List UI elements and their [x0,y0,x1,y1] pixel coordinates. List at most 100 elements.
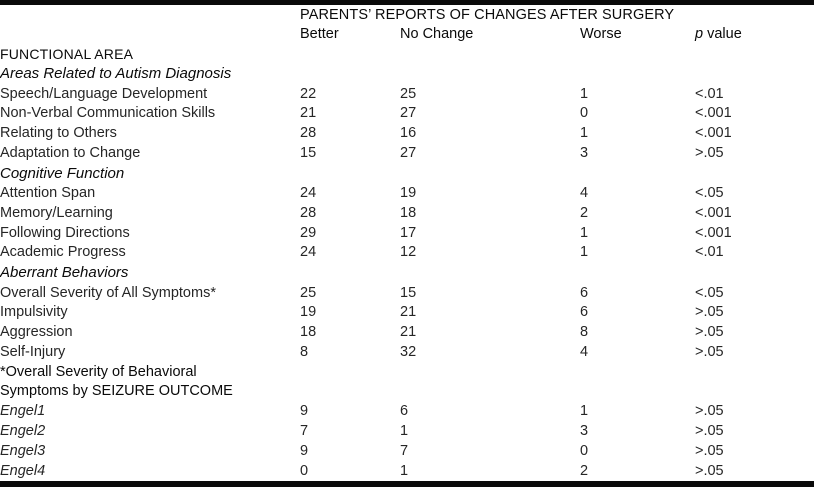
no-change-value: 27 [400,144,417,161]
no-change-value: 17 [400,224,417,241]
no-change-value: 21 [400,324,417,341]
better-value: 28 [300,125,317,142]
no-change-value: 6 [400,403,409,420]
row-label: Relating to Others [0,125,117,142]
data-table: PARENTS’ REPORTS OF CHANGES AFTER SURGER… [0,5,814,481]
p-value: >.05 [695,304,724,321]
table-row: Following Directions 29 17 1 <.001 [0,223,814,243]
table-row: Engel3 9 7 0 >.05 [0,441,814,461]
p-value: <.01 [695,244,724,261]
p-value: <.001 [695,224,732,241]
better-value: 9 [300,403,309,420]
better-value: 24 [300,185,317,202]
better-value: 15 [300,144,317,161]
table-row: Aberrant Behaviors [0,263,814,283]
section-label-functional-area: FUNCTIONAL AREA [0,46,134,63]
worse-value: 4 [580,185,589,202]
row-label: Aggression [0,324,73,341]
table-row: Speech/Language Development 22 25 1 <.01 [0,84,814,104]
table-row: FUNCTIONAL AREA [0,45,814,64]
better-value: 24 [300,244,317,261]
table-row: Engel2 7 1 3 >.05 [0,421,814,441]
no-change-value: 12 [400,244,417,261]
table-row: Symptoms by SEIZURE OUTCOME [0,382,814,402]
table-row: Non-Verbal Communication Skills 21 27 0 … [0,104,814,124]
p-value: <.01 [695,85,724,102]
no-change-value: 1 [400,423,409,439]
column-header-worse: Worse [580,26,622,43]
better-value: 28 [300,204,317,221]
section-label-autism-diagnosis: Areas Related to Autism Diagnosis [0,65,232,83]
table-row: Aggression 18 21 8 >.05 [0,323,814,343]
worse-value: 4 [580,343,589,360]
p-value: >.05 [695,423,724,439]
no-change-value: 15 [400,284,417,301]
row-label: Attention Span [0,185,96,202]
p-value: >.05 [695,144,724,161]
worse-value: 1 [580,85,589,102]
no-change-value: 19 [400,185,417,202]
p-value: >.05 [695,442,724,459]
table-title: PARENTS’ REPORTS OF CHANGES AFTER SURGER… [300,6,675,23]
better-value: 25 [300,284,317,301]
row-label: Adaptation to Change [0,144,141,161]
worse-value: 1 [580,244,589,261]
column-header-p-value: p value [695,25,814,45]
table-row: Relating to Others 28 16 1 <.001 [0,124,814,144]
row-label: Engel2 [0,423,46,439]
p-value: <.05 [695,284,724,301]
worse-value: 0 [580,105,589,122]
table-row: Self-Injury 8 32 4 >.05 [0,342,814,362]
worse-value: 6 [580,304,589,321]
no-change-value: 32 [400,343,417,360]
table-row: Impulsivity 19 21 6 >.05 [0,303,814,323]
better-value: 21 [300,105,317,122]
worse-value: 2 [580,462,589,479]
row-label: Non-Verbal Communication Skills [0,105,216,122]
table-title-row: PARENTS’ REPORTS OF CHANGES AFTER SURGER… [0,5,814,25]
worse-value: 6 [580,284,589,301]
row-label: Speech/Language Development [0,85,208,102]
table-row: Areas Related to Autism Diagnosis [0,64,814,84]
better-value: 29 [300,224,317,241]
blank-cell [0,25,300,45]
blank-cell [0,5,300,25]
table-row: Memory/Learning 28 18 2 <.001 [0,203,814,223]
section-label-aberrant-behaviors: Aberrant Behaviors [0,264,129,282]
table-row: Academic Progress 24 12 1 <.01 [0,243,814,263]
table-row: Engel1 9 6 1 >.05 [0,402,814,422]
better-value: 9 [300,442,309,459]
worse-value: 2 [580,204,589,221]
table-row: *Overall Severity of Behavioral [0,362,814,382]
worse-value: 3 [580,423,589,439]
no-change-value: 25 [400,85,417,102]
p-value: >.05 [695,343,724,360]
row-label: Self-Injury [0,343,66,360]
table-row: Overall Severity of All Symptoms* 25 15 … [0,283,814,303]
p-value: >.05 [695,462,724,479]
no-change-value: 18 [400,204,417,221]
p-value: <.001 [695,105,732,122]
better-value: 18 [300,324,317,341]
row-label: Engel1 [0,403,46,420]
better-value: 0 [300,462,309,479]
p-value: <.001 [695,125,732,142]
row-label: Academic Progress [0,244,126,261]
footnote-line-1: *Overall Severity of Behavioral [0,363,197,380]
row-label: Overall Severity of All Symptoms* [0,284,216,301]
worse-value: 8 [580,324,589,341]
p-value-word: value [703,26,742,43]
no-change-value: 16 [400,125,417,142]
better-value: 8 [300,343,309,360]
p-symbol: p [695,26,704,43]
column-header-row: Better No Change Worse p value [0,25,814,45]
p-value: >.05 [695,324,724,341]
no-change-value: 21 [400,304,417,321]
row-label: Memory/Learning [0,204,113,221]
row-label: Engel3 [0,442,46,459]
worse-value: 1 [580,125,589,142]
section-label-cognitive-function: Cognitive Function [0,164,125,182]
better-value: 22 [300,85,317,102]
no-change-value: 27 [400,105,417,122]
row-label: Impulsivity [0,304,68,321]
